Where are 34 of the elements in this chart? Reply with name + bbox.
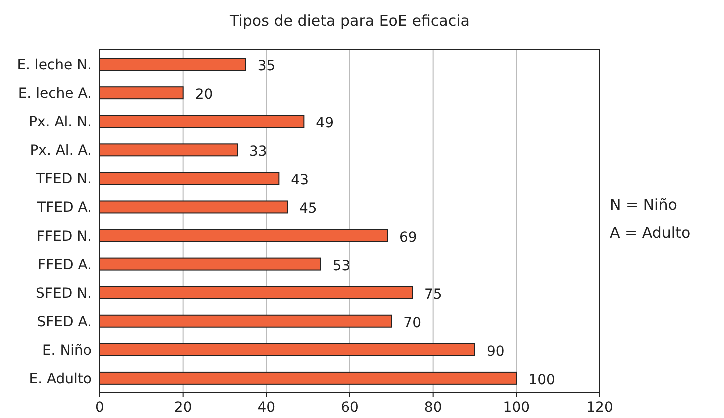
text: N = Niño	[610, 196, 678, 214]
y-tick-label: E. leche A.	[18, 86, 92, 102]
y-tick-label: SFED N.	[36, 286, 92, 302]
data-label: 35	[258, 58, 276, 75]
y-tick-label: TFED A.	[36, 200, 92, 216]
x-tick-label: 20	[174, 400, 192, 416]
data-label: 75	[424, 286, 442, 303]
data-label: 90	[487, 344, 505, 360]
x-tick-label: 120	[586, 400, 614, 416]
data-label: 100	[528, 372, 556, 388]
data-label: 33	[250, 144, 268, 160]
data-label: 53	[332, 258, 351, 274]
y-tick-label: E. Adulto	[29, 371, 92, 388]
data-label: 49	[316, 116, 334, 132]
x-tick-label: 80	[424, 400, 442, 416]
data-label: 69	[400, 230, 418, 246]
y-tick-label: E. leche N.	[17, 58, 92, 74]
x-tick-label: 60	[341, 400, 359, 416]
data-label: 70	[404, 315, 422, 332]
y-tick-label: Px. Al. N.	[29, 114, 92, 131]
x-tick-label: 0	[96, 400, 104, 416]
x-tick-label: 40	[258, 400, 276, 416]
y-tick-label: E. Niño	[42, 342, 92, 359]
data-label: 20	[195, 87, 214, 104]
y-tick-label: SFED A.	[37, 314, 92, 330]
chart-title: Tipos de dieta para EoE eficacia	[229, 12, 470, 30]
x-tick-label: 100	[503, 400, 530, 416]
data-label: 43	[291, 172, 309, 189]
text: A = Adulto	[610, 224, 691, 242]
y-tick-label: FFED N.	[36, 228, 92, 245]
data-label: 45	[300, 201, 318, 218]
y-tick-label: FFED A.	[38, 257, 92, 274]
y-tick-label: TFED N.	[35, 172, 92, 188]
y-tick-label: Px. Al. A.	[30, 143, 92, 160]
